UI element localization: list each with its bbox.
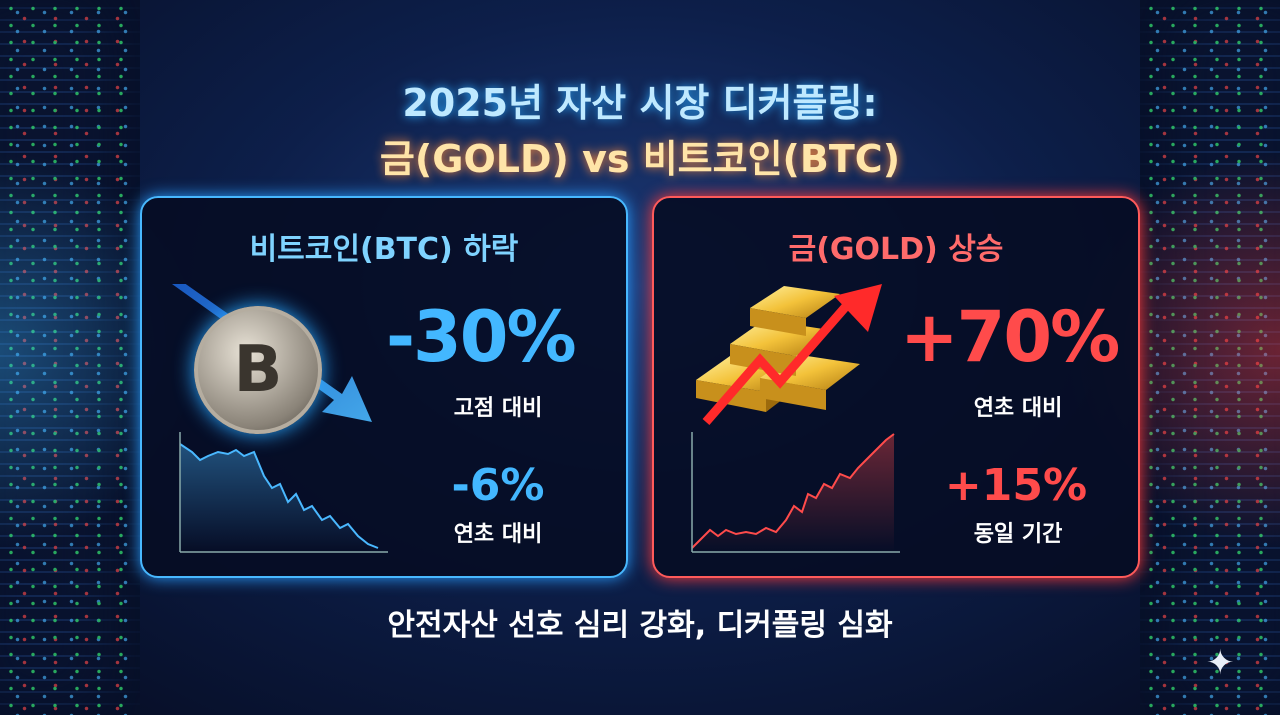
gold-bars-icon: [696, 286, 860, 412]
btc-main-value: -30%: [386, 296, 577, 378]
gold-rise-sparkline: [691, 432, 900, 553]
sparkline-line: [179, 443, 379, 549]
btc-decline-sparkline: [179, 432, 388, 553]
sparkline-line: [691, 433, 895, 549]
title-line-2: 금(GOLD) vs 비트코인(BTC): [379, 137, 901, 181]
rising-arrow-icon: [702, 284, 882, 425]
sparkline-area: [692, 434, 894, 552]
gold-card-heading: 금(GOLD) 상승: [788, 232, 1004, 267]
sparkline-area: [180, 444, 378, 552]
bitcoin-coin-icon: B: [194, 306, 322, 434]
btc-main-label: 고점 대비: [453, 396, 543, 421]
server-rack-left: [0, 0, 140, 715]
btc-card: 비트코인(BTC) 하락 B -30% 고점 대비 -6% 연초 대비: [140, 196, 628, 578]
btc-card-heading: 비트코인(BTC) 하락: [249, 232, 519, 267]
server-rack-right: [1140, 0, 1280, 715]
gold-main-value: +70%: [900, 296, 1120, 378]
gold-secondary-label: 동일 기간: [973, 522, 1063, 547]
sparkle-icon: ✦: [1206, 643, 1235, 683]
btc-secondary-label: 연초 대비: [453, 522, 543, 547]
gold-secondary-value: +15%: [944, 460, 1088, 511]
title-line-1: 2025년 자산 시장 디커플링:: [402, 81, 878, 125]
gold-main-label: 연초 대비: [973, 396, 1063, 421]
gold-card: 금(GOLD) 상승 +70% 연초 대비 +15% 동일 기간: [652, 196, 1140, 578]
btc-secondary-value: -6%: [451, 460, 545, 511]
footer-caption: 안전자산 선호 심리 강화, 디커플링 심화: [387, 608, 893, 643]
